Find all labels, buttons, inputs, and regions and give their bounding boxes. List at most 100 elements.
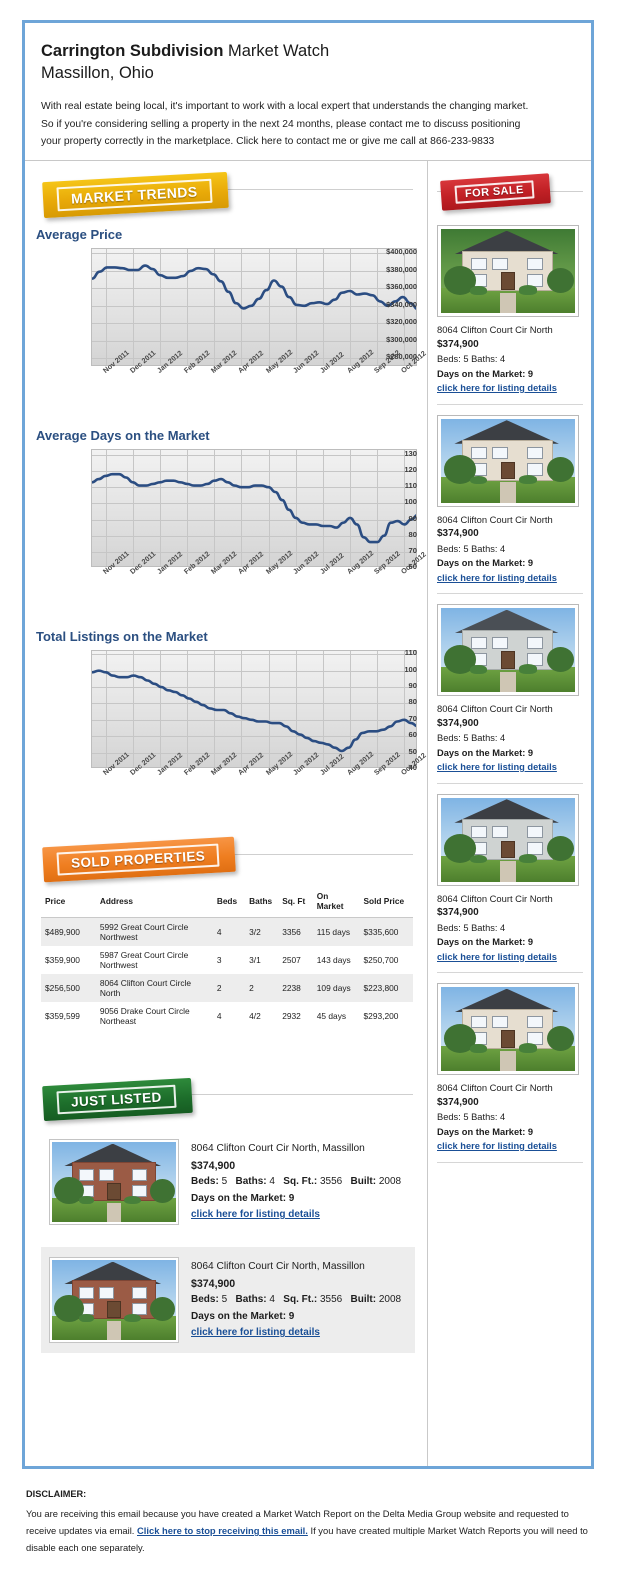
listing-photo[interactable] — [437, 793, 579, 886]
for-sale-listing: 8064 Clifton Court Cir North $374,900 Beds… — [437, 594, 583, 784]
gridline-horizontal — [92, 454, 416, 456]
cell-price: $359,900 — [45, 955, 80, 965]
listing-price: $374,900 — [437, 338, 479, 350]
gridline-vertical — [350, 249, 351, 365]
cell-sold-price: $250,700 — [363, 955, 399, 965]
listing-photo[interactable] — [437, 225, 579, 317]
unsubscribe-link[interactable]: Click here to stop receiving this email. — [137, 1525, 308, 1536]
y-axis-tick-label: 90 — [408, 513, 417, 523]
chart-total-listings: Total Listings on the Market 110 100 90 80 7… — [25, 629, 428, 777]
just-listed-card: 8064 Clifton Court Cir North, Massillon $… — [41, 1247, 415, 1353]
gridline-vertical — [241, 450, 242, 566]
listing-photo[interactable] — [437, 604, 579, 696]
cell-baths: 4/2 — [249, 1011, 261, 1021]
report-frame: Carrington Subdivision Market Watch Mass… — [22, 20, 594, 1469]
gridline-vertical — [214, 450, 215, 566]
listing-info: 8064 Clifton Court Cir North, Massillon $… — [191, 1139, 401, 1224]
for-sale-banner-label: FOR SALE — [454, 180, 535, 204]
cell-sold-price: $335,600 — [359, 917, 413, 946]
cell-baths: 3/1 — [249, 955, 261, 965]
plot-area — [91, 650, 417, 768]
listing-details-link[interactable]: click here for listing details — [437, 572, 557, 583]
for-sale-banner: FOR SALE — [440, 173, 551, 211]
y-axis-tick-label: 130 — [404, 448, 417, 458]
gridline-vertical — [187, 450, 188, 566]
cell-price: $489,900 — [41, 917, 96, 946]
page-title-subdivision: Carrington Subdivision — [41, 42, 224, 60]
sold-properties-banner-area: SOLD PROPERTIES — [25, 826, 427, 883]
just-listed-list: 8064 Clifton Court Cir North, Massillon $… — [25, 1129, 427, 1353]
gridline-horizontal — [92, 752, 416, 754]
sold-properties-banner-label: SOLD PROPERTIES — [56, 843, 220, 876]
gridline-vertical — [133, 450, 134, 566]
cell-on-market: 115 days — [312, 917, 360, 946]
listing-price: $374,900 — [191, 1277, 236, 1290]
intro-blurb-line-1: With real estate being local, it's impor… — [41, 101, 529, 112]
property-photo — [441, 797, 575, 882]
gridline-vertical — [404, 450, 405, 566]
col-sold-price: Sold Price — [359, 887, 413, 918]
table-row: $489,900 5992 Great Court Circle Northwes… — [41, 917, 413, 946]
listing-details-link[interactable]: click here for listing details — [437, 1141, 557, 1151]
gridline-vertical — [269, 249, 270, 365]
y-axis-tick-label: 80 — [408, 529, 417, 539]
property-photo — [52, 1142, 176, 1222]
chart-total-listings-canvas: 110 100 90 80 70 60 50 40 Nov 2011 Dec 2011 Jan 20… — [33, 649, 428, 777]
listing-details-link[interactable]: click here for listing details — [437, 951, 557, 962]
listing-details-link[interactable]: click here for listing details — [437, 762, 557, 772]
y-axis-tick-label: 60 — [408, 730, 417, 740]
gridline-horizontal — [92, 340, 416, 342]
cell-on-market: 45 days — [316, 1011, 347, 1021]
chart-average-price-canvas: $400,000 $380,000 $360,000 $340,000 $320,000… — [33, 247, 428, 375]
gridline-vertical — [404, 249, 405, 365]
y-axis-tick-label: $400,000 — [386, 247, 417, 257]
listing-days-on-market: Days on the Market: 9 — [437, 368, 534, 379]
listing-info: 8064 Clifton Court Cir North $374,900 Beds… — [437, 513, 583, 586]
listing-details-link[interactable]: click here for listing details — [191, 1209, 320, 1220]
for-sale-listing: 8064 Clifton Court Cir North $374,900 Beds… — [437, 405, 583, 594]
listing-beds-baths: Beds: 5 Baths: 4 — [437, 543, 506, 554]
listing-photo[interactable] — [49, 1257, 179, 1343]
gridline-vertical — [106, 651, 107, 767]
col-address: Address — [95, 887, 213, 918]
just-listed-card: 8064 Clifton Court Cir North, Massillon $… — [41, 1129, 415, 1235]
listing-days-on-market: Days on the Market: 9 — [437, 937, 534, 947]
table-row: $256,500 8064 Clifton Court Circle North 2… — [41, 974, 413, 1002]
listing-price: $374,900 — [437, 1096, 479, 1108]
y-axis-tick-label: 110 — [404, 481, 417, 491]
chart-avg-days-canvas: 130 120 110 100 90 80 70 60 Nov 2011 Dec 2011 Jan … — [33, 448, 428, 576]
listing-info: 8064 Clifton Court Cir North, Massillon $… — [191, 1257, 401, 1342]
disclaimer-title: DISCLAIMER: — [26, 1489, 87, 1499]
gridline-vertical — [377, 249, 378, 365]
chart-average-price: Average Price $400,000 $380,000 $360,000 $3… — [25, 227, 428, 375]
y-axis-tick-label: 50 — [408, 746, 417, 756]
disclaimer-text-2: If you have created multiple Market Watc… — [26, 1525, 588, 1553]
chart-avg-days-on-market: Average Days on the Market 130 120 110 100 9… — [25, 428, 428, 576]
gridline-vertical — [160, 651, 161, 767]
listing-details-link[interactable]: click here for listing details — [437, 383, 557, 393]
table-row: $359,599 9056 Drake Court Circle Northeas… — [41, 1002, 413, 1030]
listing-photo[interactable] — [437, 983, 579, 1075]
listing-price: $374,900 — [437, 528, 479, 539]
y-axis-tick-label: 120 — [404, 465, 417, 474]
for-sale-listing: 8064 Clifton Court Cir North $374,900 Beds… — [437, 973, 583, 1163]
cell-beds: 4 — [216, 1011, 222, 1021]
listing-photo[interactable] — [49, 1139, 179, 1225]
listing-photo[interactable] — [437, 414, 579, 507]
listing-specs: Beds: 5 Baths: 4 Sq. Ft.: 3556 Built: 20… — [191, 1294, 402, 1305]
gridline-vertical — [269, 651, 270, 767]
y-axis-tick-label: 70 — [408, 545, 417, 555]
cell-sqft: 2238 — [278, 974, 313, 1002]
gridline-vertical — [133, 651, 134, 767]
page-subtitle: Massillon, Ohio — [41, 64, 154, 82]
listing-address: 8064 Clifton Court Cir North, Massillon — [191, 1143, 365, 1154]
y-axis-tick-label: 60 — [408, 562, 417, 571]
gridline-horizontal — [92, 654, 416, 656]
cell-beds: 2 — [212, 974, 246, 1002]
x-axis-labels: Nov 2011 Dec 2011 Jan 2012 Feb 2012 Mar 2012… — [91, 749, 428, 808]
gridline-vertical — [377, 450, 378, 566]
cell-address: 5987 Great Court Circle Northwest — [99, 950, 189, 970]
listing-details-link[interactable]: click here for listing details — [191, 1327, 320, 1338]
gridline-horizontal — [92, 288, 416, 290]
listing-address: 8064 Clifton Court Cir North — [437, 513, 553, 525]
